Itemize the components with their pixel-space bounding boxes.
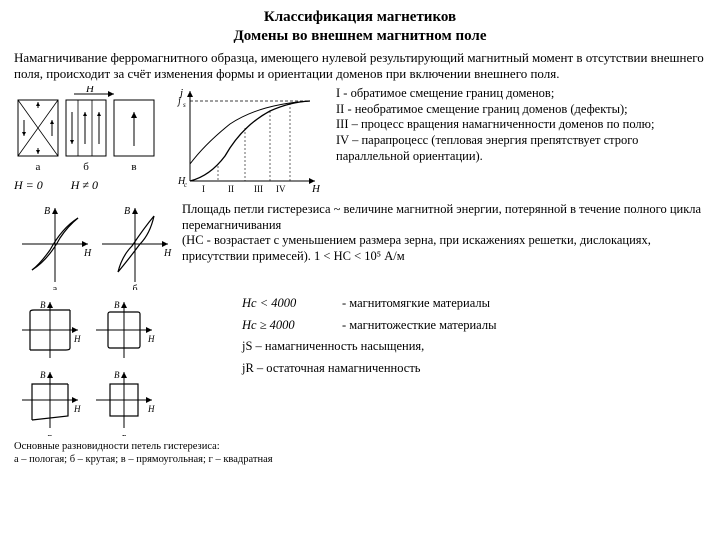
domains-and-curve: H̄ а	[14, 86, 320, 196]
hard-condition: Hc ≥ 4000	[242, 318, 332, 334]
svg-text:в: в	[48, 432, 53, 436]
footer: Основные разновидности петель гистерезис…	[14, 440, 706, 466]
materials-and-defs: Hc < 4000 - магнитомягкие материалы Hc ≥…	[242, 296, 706, 377]
domain-svg: H̄ а	[14, 86, 164, 176]
svg-text:B: B	[40, 300, 46, 310]
svg-text:H: H	[83, 248, 92, 259]
hyst-four-svg: H B H B H B в	[14, 296, 234, 436]
svg-text:H̄: H̄	[85, 86, 95, 95]
js-definition: jS – намагниченность насыщения,	[242, 339, 706, 355]
h-labels: H = 0 H ≠ 0	[14, 178, 164, 193]
curve-svg: H j H c j s I II III	[170, 86, 320, 196]
row-domains-curve-legend: H̄ а	[14, 86, 706, 196]
svg-text:H: H	[73, 404, 81, 414]
svg-text:c: c	[184, 181, 188, 189]
svg-text:IV: IV	[276, 184, 286, 194]
svg-text:H: H	[311, 183, 320, 195]
hard-label: - магнитожесткие материалы	[342, 318, 496, 334]
page-subtitle: Домены во внешнем магнитном поле	[14, 27, 706, 46]
legend-line-1: I - обратимое смещение границ доменов;	[336, 86, 706, 102]
jr-definition: jR – остаточная намагниченность	[242, 361, 706, 377]
svg-text:а: а	[53, 284, 58, 290]
svg-text:H: H	[73, 334, 81, 344]
domain-label-a: а	[36, 161, 41, 173]
curve-legend: I - обратимое смещение границ доменов; I…	[328, 86, 706, 164]
svg-text:II: II	[228, 184, 234, 194]
svg-text:B: B	[44, 206, 50, 217]
page-title: Классификация магнетиков	[14, 8, 706, 27]
row-hysteresis-pair: H B а H B б Площадь петли гистерезиса ~ …	[14, 202, 706, 290]
hyst-pair-svg: H B а H B б	[14, 202, 174, 290]
soft-label: - магнитомягкие материалы	[342, 296, 490, 312]
magnetization-curve: H j H c j s I II III	[170, 86, 320, 196]
svg-text:H: H	[147, 334, 155, 344]
hard-material-line: Hc ≥ 4000 - магнитожесткие материалы	[242, 318, 706, 334]
footer-list: а – пологая; б – крутая; в – прямоугольн…	[14, 453, 706, 466]
h-eq-zero: H = 0	[14, 178, 43, 193]
hysteresis-pair: H B а H B б	[14, 202, 174, 290]
row-hysteresis-four: H B H B H B в	[14, 296, 706, 436]
legend-line-3: III – процесс вращения намагниченности д…	[336, 117, 706, 133]
svg-text:j: j	[176, 96, 181, 107]
svg-text:г: г	[122, 432, 126, 436]
domain-diagrams: H̄ а	[14, 86, 164, 196]
legend-line-4: IV – парапроцесс (тепловая энергия препя…	[336, 133, 706, 164]
svg-text:B: B	[114, 370, 120, 380]
domain-label-b: б	[83, 161, 89, 173]
footer-title: Основные разновидности петель гистерезис…	[14, 440, 706, 453]
legend-line-2: II - необратимое смещение границ доменов…	[336, 102, 706, 118]
svg-text:б: б	[132, 284, 137, 290]
svg-text:H: H	[163, 248, 172, 259]
intro-text: Намагничивание ферромагнитного образца, …	[14, 50, 706, 83]
soft-material-line: Hc < 4000 - магнитомягкие материалы	[242, 296, 706, 312]
hysteresis-area-text: Площадь петли гистерезиса ~ величине маг…	[182, 202, 706, 265]
svg-text:III: III	[254, 184, 263, 194]
svg-text:B: B	[114, 300, 120, 310]
hc-range-line: (HC - возрастает с уменьшением размера з…	[182, 233, 706, 264]
svg-text:s: s	[183, 101, 186, 109]
h-ne-zero: H ≠ 0	[71, 178, 98, 193]
hyst-area-line: Площадь петли гистерезиса ~ величине маг…	[182, 202, 706, 233]
hysteresis-four: H B H B H B в	[14, 296, 234, 436]
soft-condition: Hc < 4000	[242, 296, 332, 312]
domain-label-c: в	[131, 161, 136, 173]
svg-text:H: H	[147, 404, 155, 414]
svg-text:B: B	[40, 370, 46, 380]
svg-text:B: B	[124, 206, 130, 217]
svg-text:I: I	[202, 184, 205, 194]
